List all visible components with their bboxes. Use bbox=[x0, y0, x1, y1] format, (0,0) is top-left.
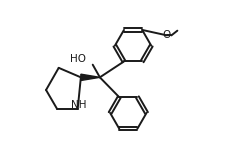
Text: NH: NH bbox=[71, 100, 86, 110]
Text: HO: HO bbox=[70, 54, 86, 64]
Text: O: O bbox=[162, 30, 170, 40]
Polygon shape bbox=[81, 74, 100, 80]
